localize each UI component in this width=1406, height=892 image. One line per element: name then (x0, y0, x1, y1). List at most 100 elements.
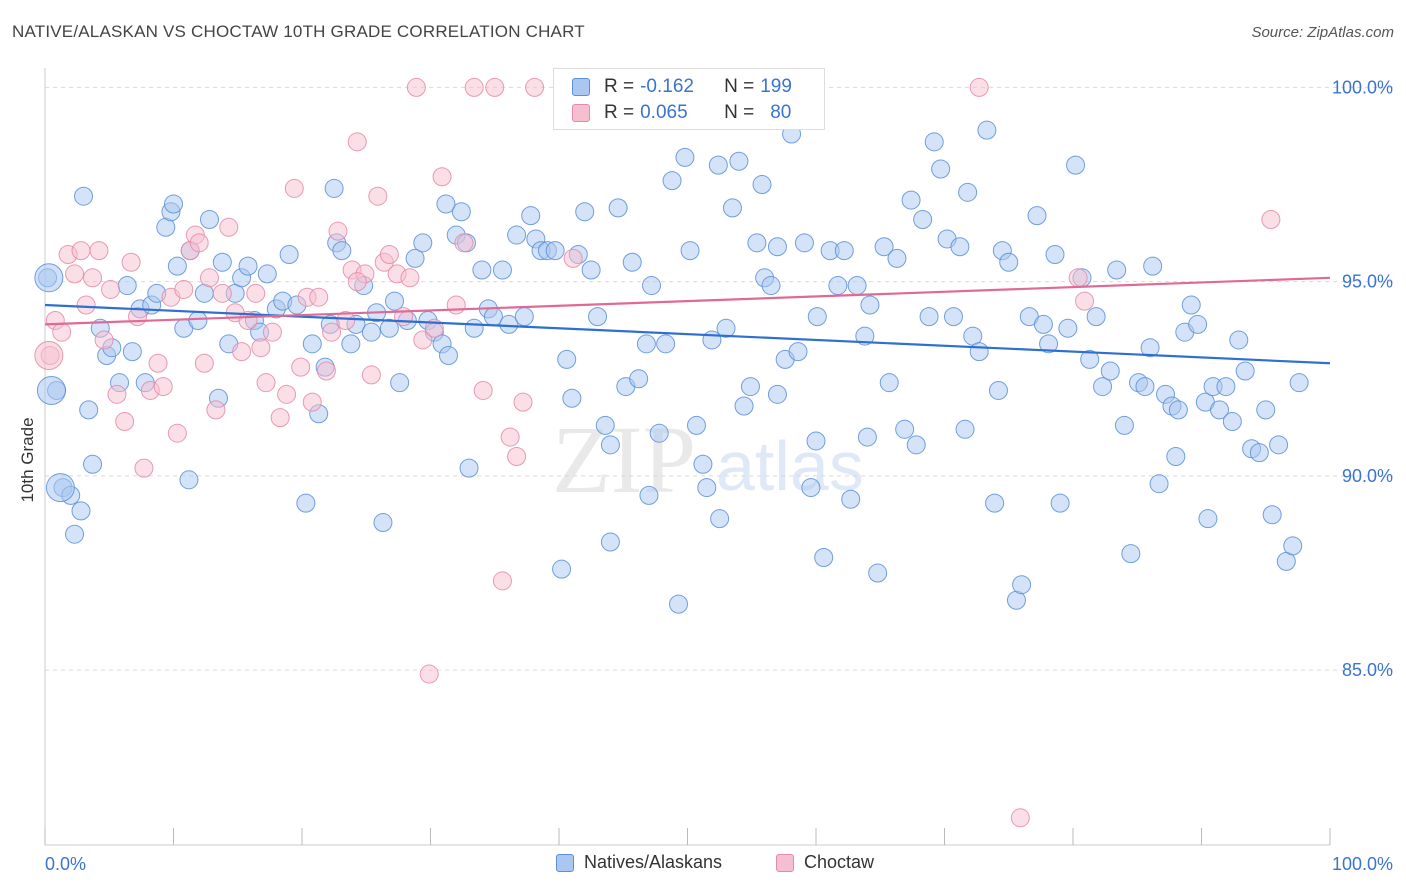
data-point (1050, 493, 1070, 513)
data-point (1100, 361, 1120, 381)
data-point (1143, 256, 1163, 276)
data-point (636, 334, 656, 354)
data-point (716, 318, 736, 338)
data-point (251, 338, 271, 358)
data-point (988, 380, 1008, 400)
tick-labels: 85.0% 90.0% 95.0% 100.0% 0.0% 100.0% (45, 77, 1393, 874)
y-tick-label: 95.0% (1342, 272, 1393, 292)
data-point (1058, 318, 1078, 338)
data-point (697, 478, 717, 498)
data-point (167, 423, 187, 443)
data-point-large (36, 375, 66, 405)
data-point (405, 248, 425, 268)
data-point (122, 342, 142, 362)
data-point (71, 501, 91, 521)
data-point (1012, 575, 1032, 595)
data-point (1222, 412, 1242, 432)
data-point (153, 377, 173, 397)
y-tick-label: 100.0% (1332, 77, 1393, 97)
data-point (767, 237, 787, 257)
data-point (794, 233, 814, 253)
series-natives-points (34, 120, 1309, 614)
data-point (1114, 415, 1134, 435)
data-point (212, 283, 232, 303)
data-point (708, 155, 728, 175)
data-point (895, 419, 915, 439)
data-point (413, 330, 433, 350)
data-point (179, 470, 199, 490)
data-point (107, 384, 127, 404)
data-point (379, 244, 399, 264)
data-point (309, 287, 329, 307)
n-label: N = (724, 102, 755, 123)
data-point (656, 334, 676, 354)
data-point (860, 295, 880, 315)
data-point (148, 353, 168, 373)
data-point (284, 178, 304, 198)
r-value: 0.065 (640, 102, 688, 123)
choctaw-swatch (776, 853, 794, 872)
chart-title: NATIVE/ALASKAN VS CHOCTAW 10TH GRADE COR… (12, 22, 585, 41)
data-point (906, 435, 926, 455)
data-point (521, 206, 541, 226)
data-point (1027, 206, 1047, 226)
data-point (747, 233, 767, 253)
data-point (89, 241, 109, 261)
data-point (806, 431, 826, 451)
data-point (492, 260, 512, 280)
data-point (887, 248, 907, 268)
watermark-zip: ZIP (552, 406, 696, 513)
data-point (459, 458, 479, 478)
data-point (485, 77, 505, 97)
data-point (924, 132, 944, 152)
data-point (729, 151, 749, 171)
data-point (639, 485, 659, 505)
data-point (451, 202, 471, 222)
legend-item-choctaw[interactable]: Choctaw (776, 852, 874, 873)
data-point (841, 489, 861, 509)
data-point (1229, 330, 1249, 350)
data-point (238, 256, 258, 276)
data-point (76, 295, 96, 315)
data-point (801, 478, 821, 498)
data-point (1045, 244, 1065, 264)
data-point (464, 77, 484, 97)
n-value: 199 (760, 76, 792, 97)
data-point (1256, 400, 1276, 420)
data-point (977, 120, 997, 140)
data-point (752, 175, 772, 195)
watermark-atlas: atlas (716, 427, 864, 505)
data-point (1135, 377, 1155, 397)
data-point (507, 225, 527, 245)
data-point (232, 342, 252, 362)
trend-lines (44, 276, 1331, 365)
data-point (525, 77, 545, 97)
data-point (662, 171, 682, 191)
data-point (1289, 373, 1309, 393)
data-point (79, 400, 99, 420)
data-point (879, 373, 899, 393)
natives-swatch (556, 853, 574, 872)
data-point (71, 241, 91, 261)
data-point (400, 268, 420, 288)
data-point (473, 380, 493, 400)
data-point (1209, 400, 1229, 420)
r-label: R = (604, 76, 635, 97)
data-point (436, 194, 456, 214)
data-point (608, 198, 628, 218)
legend-item-natives[interactable]: Natives/Alaskans (556, 852, 722, 873)
data-point (115, 412, 135, 432)
data-point (446, 295, 466, 315)
y-axis-label: 10th Grade (18, 417, 37, 502)
data-point (1068, 268, 1088, 288)
data-point (262, 322, 282, 342)
data-point (1249, 443, 1269, 463)
data-point (588, 307, 608, 327)
data-point (322, 322, 342, 342)
data-point (83, 454, 103, 474)
data-point (807, 307, 827, 327)
data-point (563, 248, 583, 268)
data-point (324, 178, 344, 198)
data-point (874, 237, 894, 257)
